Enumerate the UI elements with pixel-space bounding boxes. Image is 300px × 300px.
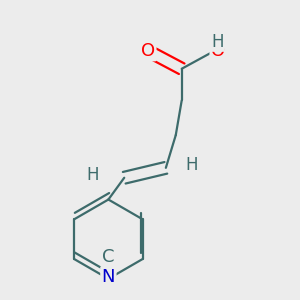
Text: C: C — [102, 248, 115, 266]
Text: H: H — [86, 166, 99, 184]
Text: H: H — [185, 156, 198, 174]
Text: O: O — [211, 42, 225, 60]
Text: O: O — [141, 42, 155, 60]
Text: H: H — [211, 33, 224, 51]
Text: N: N — [102, 268, 115, 286]
